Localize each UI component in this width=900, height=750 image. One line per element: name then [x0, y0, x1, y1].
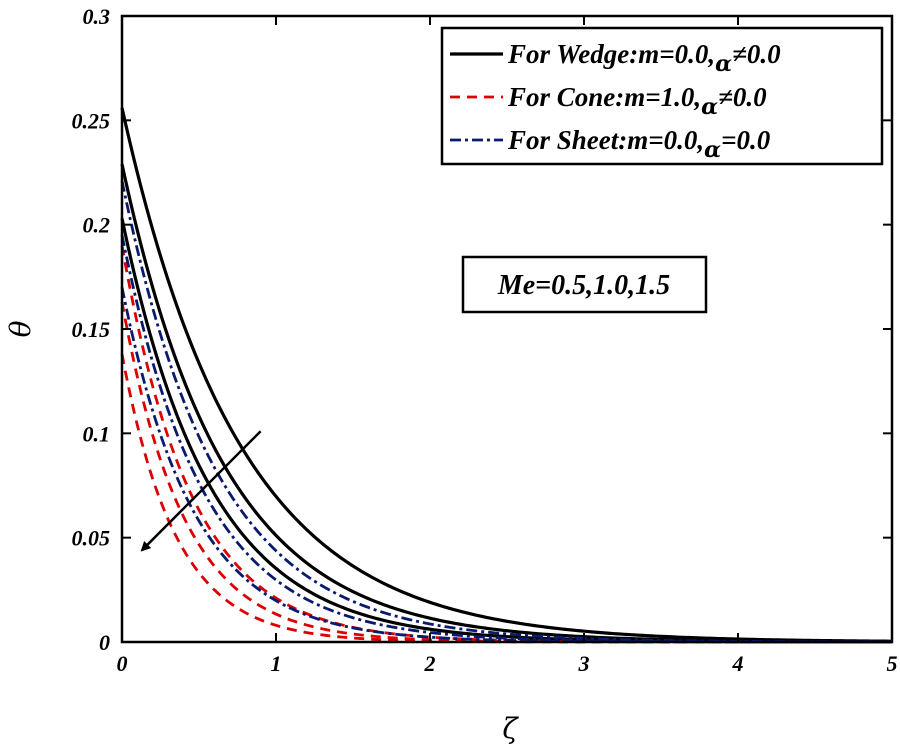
series-line-cone-4	[120, 301, 892, 644]
legend-label: For Sheet:m=0.0,α=0.0	[507, 125, 771, 163]
x-tick-label: 2	[424, 651, 436, 676]
legend: For Wedge:m=0.0,α≠0.0 For Cone:m=1.0,α≠0.…	[440, 26, 884, 166]
series-layer	[120, 107, 893, 644]
series-line-sheet-6	[120, 180, 892, 644]
y-tick-label: 0.2	[83, 213, 111, 238]
trend-arrow	[140, 430, 262, 552]
annotation-box: Me=0.5,1.0,1.5	[461, 255, 708, 314]
series-line-cone-5	[120, 353, 892, 644]
x-axis-label: ζ	[502, 712, 519, 745]
x-tick-label: 3	[578, 651, 590, 676]
series-line-wedge-0	[120, 107, 893, 643]
y-tick-label: 0.1	[83, 421, 111, 446]
tick-layer: 0 1 2 3 4 5 0 0.05 0.1 0.15 0.2 0.25 0.3	[72, 4, 898, 676]
y-tick-label: 0.3	[83, 4, 111, 29]
x-tick-label: 4	[732, 651, 744, 676]
annotation-text: Me=0.5,1.0,1.5	[497, 270, 670, 301]
legend-label: For Cone:m=1.0,α≠0.0	[507, 82, 767, 120]
y-tick-label: 0.15	[72, 317, 111, 342]
x-tick-label: 0	[117, 651, 128, 676]
annotation-frame	[461, 255, 708, 314]
y-tick-label: 0	[99, 630, 110, 655]
y-tick-label: 0.25	[72, 108, 111, 133]
y-axis-label: θ	[4, 320, 37, 337]
x-tick-label: 5	[887, 651, 898, 676]
x-tick-label: 1	[271, 651, 282, 676]
legend-frame	[440, 26, 884, 166]
legend-label: For Wedge:m=0.0,α≠0.0	[507, 39, 781, 77]
y-tick-label: 0.05	[72, 526, 111, 551]
